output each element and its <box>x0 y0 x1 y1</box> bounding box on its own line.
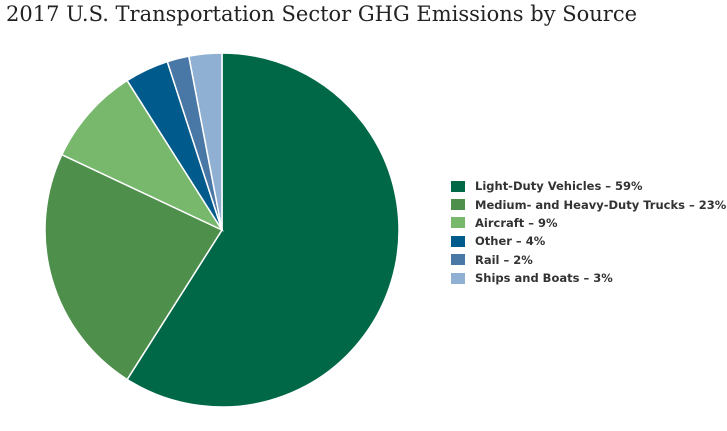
pie-slice-medium-heavy-duty-trucks <box>44 153 224 381</box>
legend-item-ships-and-boats: Ships and Boats – 3% <box>451 269 726 287</box>
legend-swatch-light-duty-vehicles <box>451 180 465 192</box>
legend-swatch-aircraft <box>451 217 465 229</box>
legend-label-aircraft: Aircraft – 9% <box>475 215 558 230</box>
legend-label-rail: Rail – 2% <box>475 252 533 267</box>
pie-slices <box>44 52 400 408</box>
legend-label-medium-heavy-duty-trucks: Medium- and Heavy-Duty Trucks – 23% <box>475 197 727 212</box>
legend: Light-Duty Vehicles – 59% Medium- and He… <box>451 177 726 287</box>
legend-swatch-medium-heavy-duty-trucks <box>451 199 465 211</box>
legend-item-rail: Rail – 2% <box>451 251 726 269</box>
legend-swatch-ships-and-boats <box>451 272 465 284</box>
pie-slice-light-duty-vehicles <box>126 52 400 408</box>
legend-item-light-duty-vehicles: Light-Duty Vehicles – 59% <box>451 177 726 195</box>
legend-label-light-duty-vehicles: Light-Duty Vehicles – 59% <box>475 179 643 194</box>
legend-item-aircraft: Aircraft – 9% <box>451 214 726 232</box>
legend-item-medium-heavy-duty-trucks: Medium- and Heavy-Duty Trucks – 23% <box>451 195 726 213</box>
legend-swatch-rail <box>451 254 465 266</box>
legend-label-ships-and-boats: Ships and Boats – 3% <box>475 271 613 286</box>
pie-slice-ships-and-boats <box>187 52 223 231</box>
legend-swatch-other <box>451 235 465 247</box>
legend-item-other: Other – 4% <box>451 232 726 250</box>
legend-label-other: Other – 4% <box>475 234 546 249</box>
pie-slice-aircraft <box>60 79 225 232</box>
chart-title: 2017 U.S. Transportation Sector GHG Emis… <box>6 2 638 26</box>
